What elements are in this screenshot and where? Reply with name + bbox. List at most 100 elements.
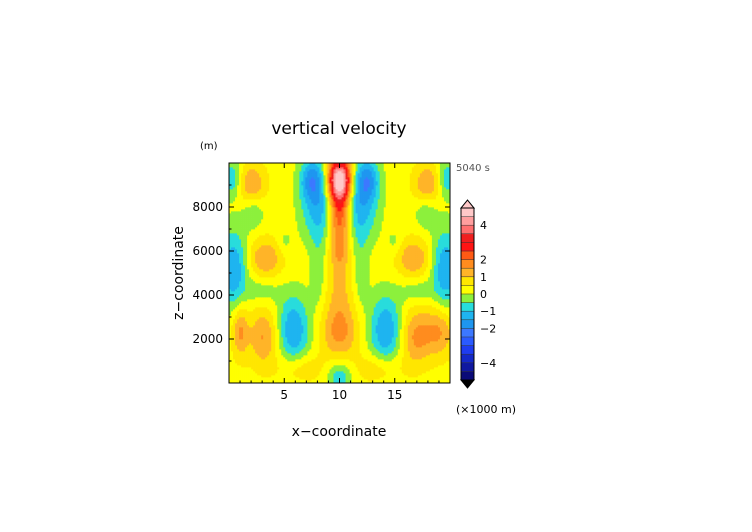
field-cell [301,319,304,322]
field-cell [233,309,236,312]
field-cell [391,295,395,298]
field-cell [291,363,294,366]
field-cell [285,313,288,316]
field-cell [415,373,419,376]
field-cell [373,367,377,370]
field-cell [283,325,286,328]
field-cell [411,365,415,368]
field-cell [295,323,298,326]
field-cell [229,381,232,383]
field-cell [407,345,411,348]
field-cell [239,335,242,338]
field-cell [247,353,250,356]
field-cell [395,355,399,358]
field-cell [305,333,308,336]
field-cell [347,323,350,326]
field-cell [419,311,423,314]
field-cell [261,371,264,374]
field-cell [405,333,409,336]
field-cell [275,295,278,298]
field-cell [401,319,405,322]
field-cell [365,357,368,360]
field-cell [315,381,318,383]
field-cell [261,331,264,334]
field-cell [307,377,310,380]
field-cell [339,377,342,380]
field-cell [353,305,356,308]
field-cell [381,337,385,340]
field-cell [367,359,370,362]
field-cell [371,377,375,380]
field-cell [319,371,322,374]
field-cell [277,307,280,310]
field-cell [389,305,393,308]
field-cell [375,313,379,316]
field-cell [341,337,344,340]
field-cell [359,329,362,332]
field-cell [387,317,391,320]
field-cell [415,375,419,378]
field-cell [311,369,314,372]
field-cell [423,353,427,356]
field-cell [373,307,377,310]
field-cell [379,321,383,324]
field-cell [277,303,280,306]
field-cell [281,293,284,296]
field-cell [345,341,348,344]
field-cell [299,331,302,334]
field-cell [439,349,443,352]
field-cell [267,355,270,358]
field-cell [321,331,324,334]
field-cell [383,309,387,312]
field-cell [343,355,346,358]
field-cell [275,371,278,374]
field-cell [301,297,304,300]
field-cell [379,293,383,296]
field-cell [331,373,334,376]
field-cell [337,311,340,314]
field-cell [411,307,415,310]
field-cell [329,309,332,312]
field-cell [307,367,310,370]
field-cell [229,363,232,366]
field-cell [313,347,316,350]
field-cell [405,355,409,358]
field-cell [399,319,403,322]
field-cell [373,333,377,336]
field-cell [353,299,356,302]
field-cell [409,381,413,383]
field-cell [259,297,262,300]
field-cell [439,371,443,374]
field-cell [441,337,445,340]
field-cell [237,341,240,344]
field-cell [437,305,441,308]
field-cell [363,321,366,324]
field-cell [429,293,433,296]
field-cell [261,351,264,354]
field-cell [357,327,360,330]
field-cell [431,369,435,372]
field-cell [273,321,276,324]
field-cell [283,345,286,348]
field-cell [445,315,449,318]
field-cell [309,337,312,340]
field-cell [407,375,411,378]
field-cell [313,379,316,382]
field-cell [247,291,250,294]
field-cell [341,339,344,342]
field-cell [237,329,240,332]
field-cell [315,317,318,320]
field-cell [257,371,260,374]
field-cell [349,337,352,340]
field-cell [359,359,362,362]
field-cell [303,297,306,300]
field-cell [263,367,266,370]
field-cell [413,343,417,346]
field-cell [317,373,320,376]
field-cell [281,301,284,304]
field-cell [355,351,358,354]
field-cell [321,311,324,314]
field-cell [317,301,320,304]
field-cell [433,315,437,318]
field-cell [321,333,324,336]
